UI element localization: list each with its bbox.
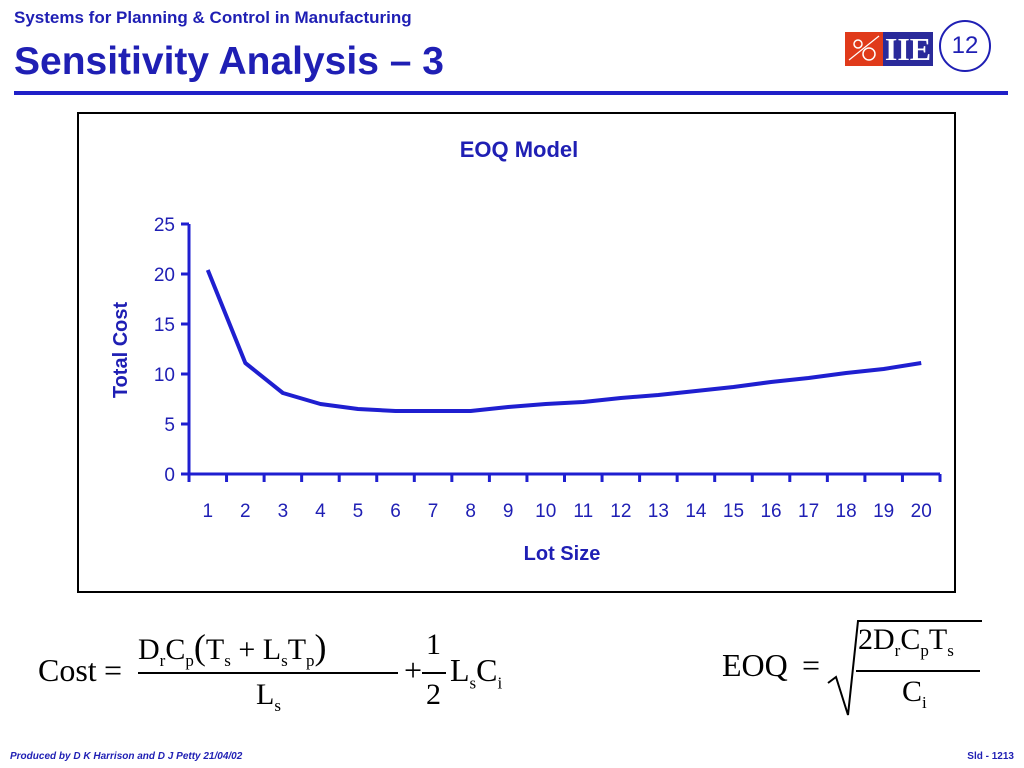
tail-sub-s: s [469,673,477,693]
x-tick-label: 17 [798,501,819,522]
num-plus: + [230,633,263,666]
x-tick-label: 18 [836,501,857,522]
tail-sub-i: i [497,673,503,693]
cost-numerator: DrCp(Ts + LsTp) [138,626,327,671]
tail-l: L [450,652,470,688]
x-axis-label: Lot Size [524,543,601,565]
num-sub-s2: s [281,651,288,670]
chart-panel: EOQ Model Total Cost Lot Size 0 5 10 15 20 25… [77,112,956,593]
x-tick-label: 4 [315,501,326,522]
x-tick-label: 13 [648,501,669,522]
eoq-lhs: EOQ [722,647,788,683]
x-tick-label: 5 [353,501,364,522]
chart-title: EOQ Model [460,137,579,162]
num-sub-p2: p [306,651,315,670]
x-tick-label: 6 [390,501,401,522]
half-numerator: 1 [426,628,441,661]
num-close-paren: ) [314,627,327,667]
cost-fraction-bar [138,672,398,674]
x-tick-label: 20 [911,501,932,522]
eoq-num-t: T [928,623,948,656]
square-root-sign [827,620,982,716]
num-t: T [205,633,225,666]
den-l: L [256,678,275,711]
cost-equals: = [104,652,123,688]
cost-tail: LsCi [450,652,502,693]
eoq-den-c: C [902,675,923,708]
x-tick-label: 14 [685,501,707,522]
num-c: C [165,633,186,666]
eoq-equals: = [802,647,821,683]
y-tick-label: 0 [164,465,175,486]
eoq-num-sub-p: p [920,641,929,660]
eoq-den-sub-i: i [922,693,927,712]
chart-axes [187,224,940,476]
footer-slide-id: Sld - 1213 [967,751,1014,762]
num-t2: T [287,633,307,666]
cost-formula: Cost = DrCp(Ts + LsTp) Ls + 1 2 LsCi [38,622,502,722]
cost-lhs: Cost [38,652,97,688]
y-axis-label: Total Cost [110,302,132,399]
eoq-chart: EOQ Model Total Cost Lot Size 0510152025… [110,137,942,565]
iie-logo: IIE [845,32,933,66]
x-tick-label: 3 [278,501,289,522]
footer-credit: Produced by D K Harrison and D J Petty 2… [10,751,243,762]
half-fraction-bar [422,672,446,674]
slide-number-badge: 12 [939,20,991,72]
x-tick-label: 1 [202,501,213,522]
cost-plus: + [404,652,423,688]
num-sub-r: r [159,651,166,670]
x-axis-ticks: 1 2 3 4 5 6 7 8 9 10 11 12 13 14 15 16 17 18 19 20 [187,474,942,522]
tail-c: C [476,652,498,688]
y-tick-label: 5 [164,415,175,436]
num-sub-p: p [185,651,194,670]
x-tick-label: 8 [465,501,476,522]
y-tick-label: 15 [154,315,175,336]
eoq-formula: EOQ = 2DrCpTs Ci [722,615,992,725]
num-l: L [262,633,282,666]
x-tick-label: 11 [573,501,593,522]
eoq-num-sub-s: s [947,641,954,660]
total-cost-line [205,269,922,413]
eoq-numerator: 2DrCpTs [858,623,954,661]
eoq-num-2d: 2D [858,623,895,656]
den-sub-s: s [274,696,281,715]
cost-denominator: Ls [256,678,281,716]
slide-title: Sensitivity Analysis – 3 [14,40,444,83]
x-tick-label: 7 [428,501,439,522]
x-tick-label: 15 [723,501,744,522]
y-tick-label: 20 [154,265,175,286]
x-tick-label: 19 [873,501,894,522]
x-tick-label: 12 [610,501,631,522]
num-d: D [138,633,160,666]
eoq-num-sub-r: r [894,641,901,660]
title-divider [14,91,1008,95]
num-open-paren: ( [193,627,206,667]
x-tick-label: 10 [535,501,556,522]
y-tick-label: 25 [154,215,175,236]
eoq-fraction-bar [856,670,980,672]
logo-text: IIE [885,32,931,66]
half-denominator: 2 [426,678,441,711]
eoq-num-c: C [900,623,921,656]
num-sub-s: s [224,651,231,670]
x-tick-label: 16 [760,501,781,522]
y-tick-label: 10 [154,365,175,386]
eoq-denominator: Ci [902,675,927,713]
x-tick-label: 2 [240,501,251,522]
x-tick-label: 9 [503,501,514,522]
course-subtitle: Systems for Planning & Control in Manufa… [14,8,412,27]
y-axis-ticks: 0 5 10 15 20 25 [154,215,189,486]
